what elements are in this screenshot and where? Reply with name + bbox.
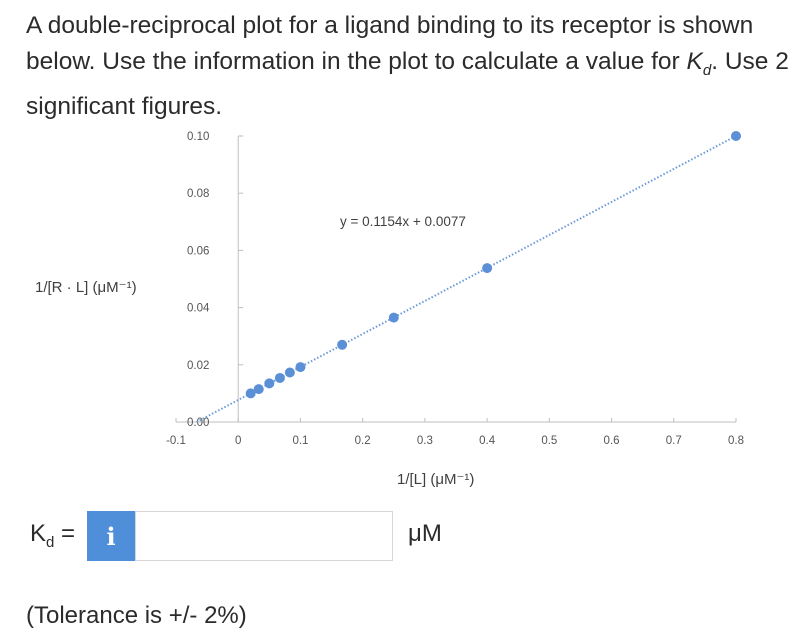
y-tick-label: 0.02 [187,360,209,372]
y-tick-label: 0.04 [187,303,210,315]
kd-answer-input[interactable] [135,511,393,561]
x-tick-label: 0.7 [666,435,682,447]
x-tick-label: -0.1 [166,435,186,447]
data-point [388,312,399,323]
data-point [731,131,741,141]
info-icon[interactable]: i [87,511,135,561]
x-tick-label: 0.2 [355,435,371,447]
y-tick-label: 0.08 [187,188,209,200]
unit-label: μM [408,520,442,547]
y-tick-label: 0.10 [187,131,209,143]
question-part1: A double-reciprocal plot for a ligand bi… [26,12,754,75]
data-points [245,131,741,399]
question-part2: . Use 2 significant figures. [26,48,789,120]
x-tick-label: 0.8 [728,435,744,447]
double-reciprocal-plot: -0.1 0 0.1 0.2 0.3 0.4 0.5 0.6 0.7 0.8 0.00 0.02 0.0… [35,131,744,488]
x-tick-label: 0 [235,435,241,447]
x-tick-label: 0.1 [292,435,308,447]
y-tick-label: 0.06 [187,245,209,257]
y-tick-label: 0.00 [187,417,209,429]
trendline-equation: y = 0.1154x + 0.0077 [340,214,466,229]
x-tick-label: 0.5 [541,435,557,447]
x-axis-label: 1/[L] (μM⁻¹) [397,471,474,488]
data-point [245,388,256,399]
data-point [284,367,295,378]
data-point [264,378,275,389]
x-tick-label: 0.4 [479,435,496,447]
data-point [274,372,285,383]
data-point [482,263,493,274]
x-tick-label: 0.3 [417,435,433,447]
answer-row: Kd = i μM [0,508,802,564]
data-point [295,362,306,373]
tolerance-note: (Tolerance is +/- 2%) [26,602,247,629]
data-point [337,339,348,350]
chart-axes: -0.1 0 0.1 0.2 0.3 0.4 0.5 0.6 0.7 0.8 0.00 0.02 0.0… [166,131,744,447]
chart-labels: y = 0.1154x + 0.0077 1/[R · L] (μM⁻¹) 1/… [35,214,474,488]
question-kd-symbol: Kd [686,48,712,79]
y-axis-label: 1/[R · L] (μM⁻¹) [35,279,137,296]
x-tick-label: 0.6 [604,435,620,447]
kd-label: Kd = [30,520,76,551]
question-text: A double-reciprocal plot for a ligand bi… [26,8,791,125]
data-point [253,384,264,395]
